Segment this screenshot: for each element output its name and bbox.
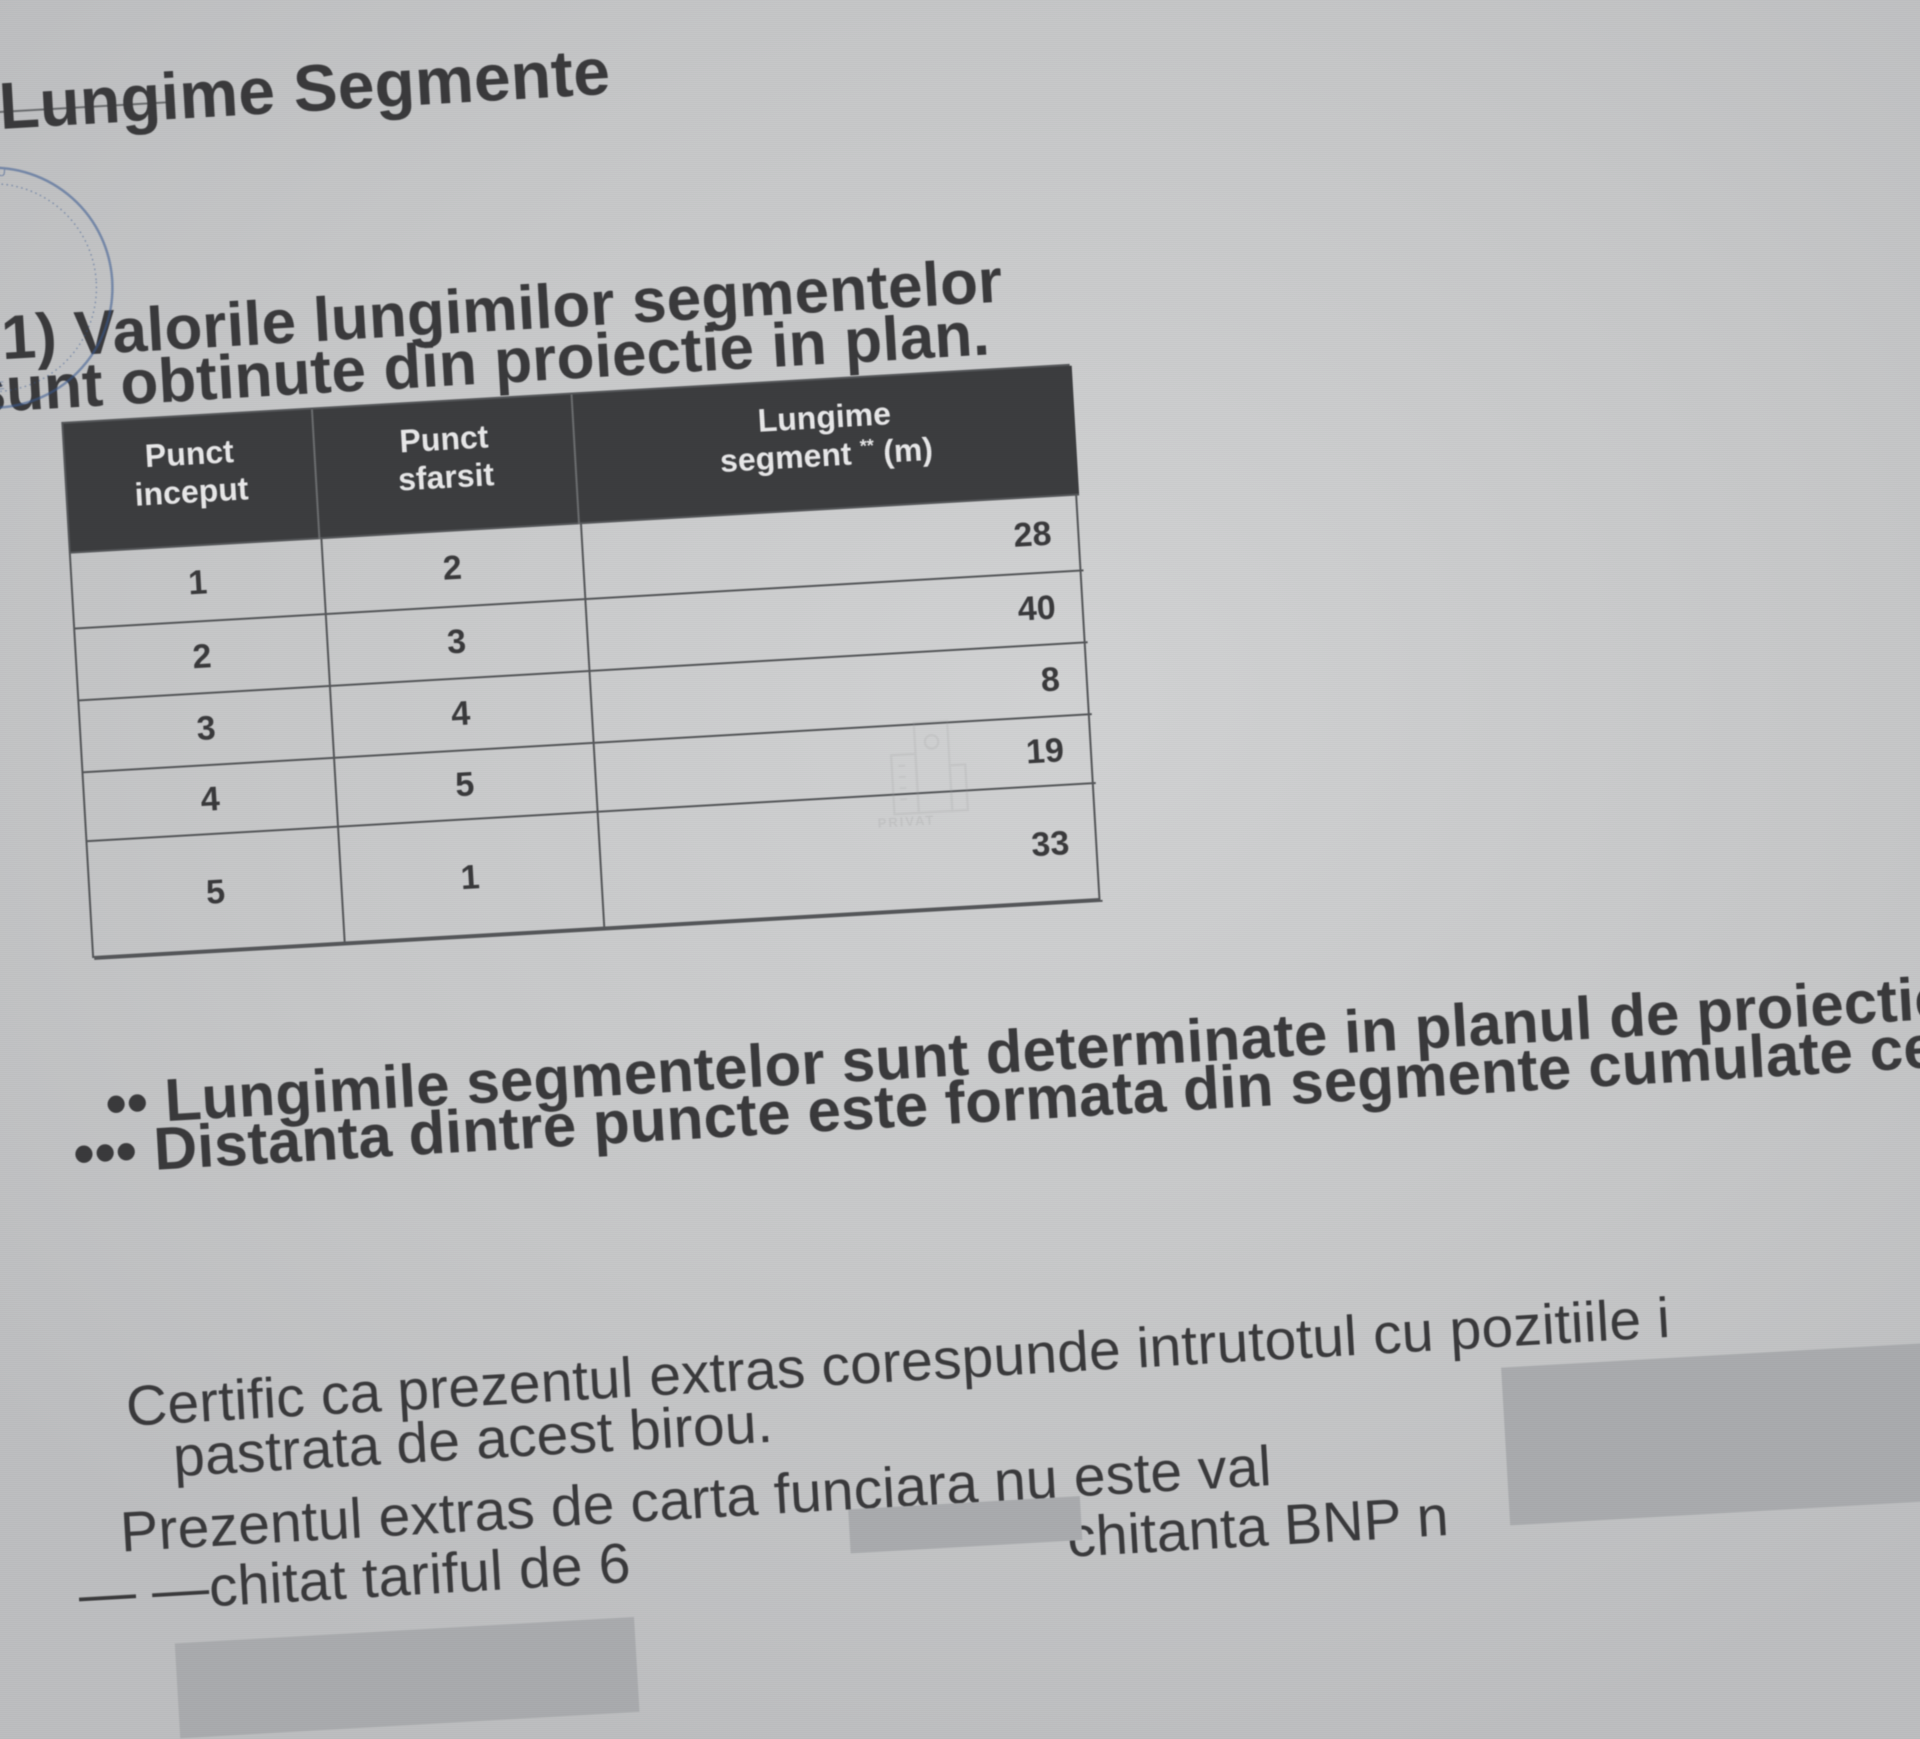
svg-text:OFICIUL DE CADASTRU: OFICIUL DE CADASTRU [0,164,13,264]
svg-text:SI PUBLICITATE: SI PUBLICITATE [0,342,6,397]
